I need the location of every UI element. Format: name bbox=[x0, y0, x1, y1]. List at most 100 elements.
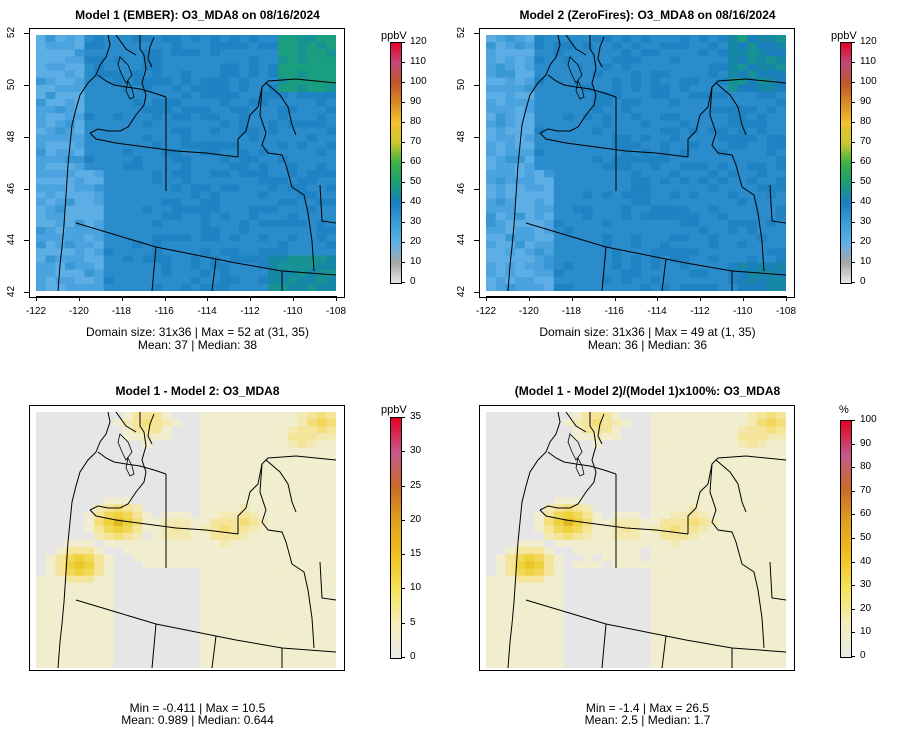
colorbar-tick-mark bbox=[851, 490, 855, 492]
grid-cell bbox=[727, 134, 739, 143]
grid-cell bbox=[582, 283, 594, 291]
grid-cell bbox=[650, 660, 661, 668]
grid-cell bbox=[190, 127, 202, 136]
grid-cell bbox=[553, 141, 565, 150]
grid-cell bbox=[524, 625, 535, 634]
grid-cell bbox=[747, 177, 758, 185]
grid-cell bbox=[776, 269, 786, 278]
grid-cell bbox=[689, 35, 700, 43]
grid-cell bbox=[55, 42, 66, 50]
grid-cell bbox=[553, 554, 565, 562]
grid-cell bbox=[495, 148, 506, 157]
grid-cell bbox=[326, 269, 336, 278]
water-body bbox=[117, 56, 133, 84]
grid-cell bbox=[766, 177, 777, 185]
grid-cell bbox=[756, 106, 768, 114]
grid-cell bbox=[161, 419, 173, 427]
grid-cell bbox=[534, 84, 545, 93]
grid-cell bbox=[756, 426, 768, 434]
grid-cell bbox=[258, 476, 269, 484]
grid-cell bbox=[486, 461, 497, 470]
grid-cell bbox=[679, 646, 690, 655]
grid-cell bbox=[650, 248, 661, 257]
grid-cell bbox=[190, 155, 202, 164]
grid-cell bbox=[495, 120, 506, 129]
grid-cell bbox=[592, 49, 603, 57]
grid-cell bbox=[55, 241, 66, 249]
grid-cell bbox=[756, 177, 768, 185]
y-tick-label: 44 bbox=[456, 234, 468, 246]
grid-cell bbox=[142, 205, 153, 214]
grid-cell bbox=[181, 212, 192, 221]
grid-cell bbox=[486, 632, 497, 641]
grid-cell bbox=[132, 646, 144, 655]
grid-cell bbox=[534, 632, 545, 641]
grid-cell bbox=[239, 99, 250, 107]
grid-cell bbox=[776, 234, 786, 242]
grid-cell bbox=[486, 575, 497, 584]
grid-cell bbox=[65, 269, 76, 278]
grid-cell bbox=[326, 127, 336, 136]
grid-cell bbox=[766, 426, 777, 434]
grid-cell bbox=[45, 596, 56, 605]
grid-cell bbox=[45, 99, 56, 107]
grid-cell bbox=[258, 141, 269, 150]
panel-model1: Model 1 (EMBER): O3_MDA8 on 08/16/2024 D… bbox=[0, 0, 450, 376]
grid-cell bbox=[737, 56, 748, 65]
grid-cell bbox=[611, 454, 623, 463]
grid-cell bbox=[161, 511, 173, 520]
grid-cell bbox=[727, 596, 739, 605]
grid-cell bbox=[287, 113, 298, 121]
grid-cell bbox=[210, 84, 221, 93]
grid-cell bbox=[515, 547, 526, 555]
grid-cell bbox=[306, 106, 318, 114]
grid-cell bbox=[316, 84, 327, 93]
grid-cell bbox=[326, 191, 336, 200]
grid-cell bbox=[113, 198, 124, 207]
grid-cell bbox=[631, 589, 642, 598]
grid-cell bbox=[534, 490, 545, 498]
grid-cell bbox=[248, 575, 260, 584]
grid-cell bbox=[660, 148, 671, 157]
grid-cell bbox=[756, 476, 768, 484]
grid-cell bbox=[515, 269, 526, 278]
grid-cell bbox=[316, 511, 327, 520]
grid-cell bbox=[708, 468, 719, 477]
grid-cell bbox=[689, 70, 700, 79]
grid-cell bbox=[611, 269, 623, 278]
grid-cell bbox=[190, 625, 202, 634]
grid-cell bbox=[181, 113, 192, 121]
grid-cell bbox=[544, 525, 555, 534]
grid-cell bbox=[181, 99, 192, 107]
grid-cell bbox=[326, 91, 336, 100]
grid-cell bbox=[669, 163, 681, 171]
grid-cell bbox=[171, 412, 182, 420]
grid-cell bbox=[190, 205, 202, 214]
grid-cell bbox=[582, 234, 594, 242]
map-frame bbox=[479, 28, 795, 298]
grid-cell bbox=[698, 490, 710, 498]
grid-cell bbox=[132, 42, 144, 50]
grid-cell bbox=[640, 84, 652, 93]
grid-cell bbox=[268, 511, 279, 520]
grid-cell bbox=[669, 483, 681, 491]
grid-cell bbox=[631, 155, 642, 164]
grid-cell bbox=[152, 554, 163, 562]
grid-cell bbox=[621, 219, 632, 228]
grid-cell bbox=[326, 504, 336, 513]
grid-cell bbox=[142, 248, 153, 257]
grid-cell bbox=[297, 412, 308, 420]
grid-cell bbox=[277, 618, 289, 626]
grid-cell bbox=[718, 49, 729, 57]
grid-cell bbox=[621, 618, 632, 626]
y-tick-mark bbox=[24, 33, 29, 35]
grid-cell bbox=[94, 433, 105, 442]
grid-cell bbox=[573, 483, 584, 491]
grid-cell bbox=[631, 618, 642, 626]
colorbar-tick-label: 70 bbox=[860, 484, 872, 496]
grid-cell bbox=[152, 440, 163, 449]
grid-cell bbox=[94, 532, 105, 541]
grid-cell bbox=[268, 568, 279, 577]
grid-cell bbox=[640, 77, 652, 86]
grid-cell bbox=[36, 440, 47, 449]
